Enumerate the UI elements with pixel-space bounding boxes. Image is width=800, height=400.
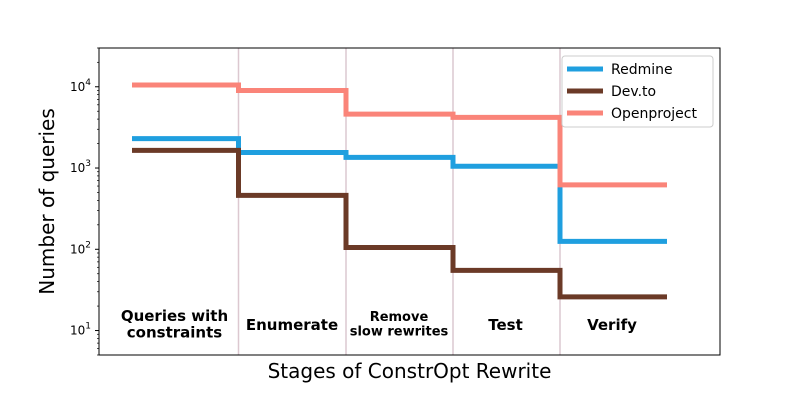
- stage-label-3: Remove: [370, 310, 429, 325]
- stage-label-4: Test: [488, 316, 523, 334]
- plot-frame: [98, 47, 721, 356]
- series-line-openproject: [132, 82, 667, 188]
- y-tick-label: 102: [70, 240, 91, 256]
- stage-label-2: Enumerate: [246, 316, 338, 334]
- legend: Redmine Dev.to Openproject: [561, 55, 714, 128]
- x-axis-title: Stages of ConstrOpt Rewrite: [268, 359, 552, 383]
- legend-box: [561, 55, 714, 128]
- series-line-dev-to: [132, 147, 667, 300]
- stage-label-3: slow rewrites: [350, 324, 449, 339]
- y-axis-title: Number of queries: [35, 108, 59, 295]
- series-line-redmine: [132, 136, 667, 244]
- series-lines: [132, 82, 667, 300]
- y-tick-label: 104: [70, 78, 91, 94]
- stage-label-1: constraints: [127, 324, 222, 342]
- stage-label-1: Queries with: [121, 307, 228, 325]
- y-tick-label: 103: [70, 159, 91, 175]
- y-tick-label: 101: [70, 322, 91, 338]
- legend-label: Redmine: [611, 62, 673, 78]
- stage-label-5: Verify: [587, 316, 637, 334]
- legend-label: Openproject: [611, 106, 697, 122]
- y-axis-ticks: 101 102 103 104: [70, 47, 99, 356]
- legend-label: Dev.to: [611, 84, 656, 100]
- stage-dividers: [237, 48, 561, 355]
